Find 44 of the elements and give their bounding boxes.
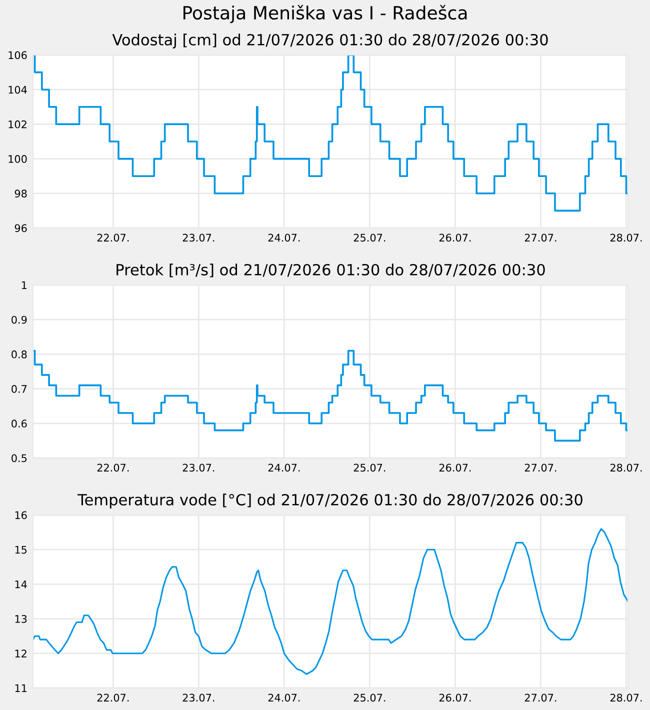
y-tick-label: 0.7 [12,385,27,393]
x-tick-label: 28.07. [610,694,642,702]
x-tick-label: 24.07. [268,234,300,242]
y-tick-label: 11 [15,684,26,692]
y-tick-label: 102 [8,120,26,128]
y-tick-label: 12 [15,650,26,658]
x-tick-label: 26.07. [439,694,471,702]
x-tick-label: 26.07. [439,464,471,472]
y-tick-label: 0.5 [12,454,27,462]
x-tick-label: 25.07. [354,234,386,242]
y-tick-label: 15 [15,546,27,554]
chart-subtitle: Vodostaj [cm] od 21/07/2026 01:30 do 28/07/2026 00:30 [112,34,548,48]
x-tick-label: 27.07. [524,694,556,702]
chart-title: Temperatura vode [°C] od 21/07/2026 01:30 do 28/07/2026 00:30 [78,494,582,508]
x-tick-label: 25.07. [354,464,386,472]
x-tick-label: 28.07. [610,464,642,472]
x-tick-label: 27.07. [524,464,556,472]
x-tick-label: 28.07. [610,234,642,242]
x-tick-label: 24.07. [268,694,300,702]
y-tick-label: 16 [15,511,27,520]
y-tick-label: 0.9 [12,316,27,324]
y-tick-label: 104 [8,86,27,94]
chart-title: Postaja Meniška vas I - Radešca [184,4,467,24]
x-tick-label: 22.07. [97,464,129,472]
chart-title: Pretok [m³/s] od 21/07/2026 01:30 do 28/07/2026 00:30 [116,264,545,278]
x-tick-label: 23.07. [182,464,214,472]
x-tick-label: 27.07. [524,234,556,242]
x-tick-label: 25.07. [354,694,386,702]
y-tick-label: 13 [15,615,27,623]
x-tick-label: 24.07. [268,464,300,472]
y-tick-label: 0.8 [12,350,27,358]
x-tick-label: 22.07. [97,234,129,242]
x-tick-label: 23.07. [182,234,214,242]
y-tick-label: 100 [8,155,27,163]
y-tick-label: 1 [22,281,26,289]
y-tick-label: 96 [14,224,27,232]
y-tick-label: 0.6 [12,420,27,428]
x-tick-label: 22.07. [97,694,129,702]
y-tick-label: 98 [14,190,27,198]
x-tick-label: 26.07. [439,234,471,242]
x-tick-label: 23.07. [182,694,214,702]
y-tick-label: 106 [8,51,27,60]
line-series [33,528,628,675]
y-tick-label: 14 [15,580,27,588]
